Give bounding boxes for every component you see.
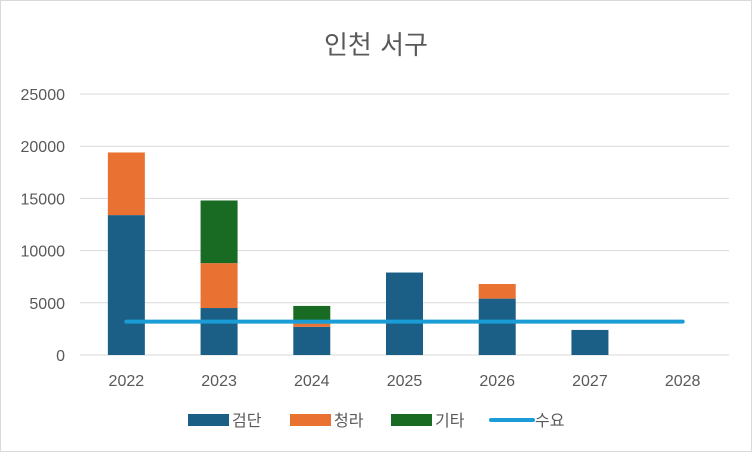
x-tick-label: 2022: [109, 373, 145, 390]
bar-청라-2022: [107, 152, 145, 216]
bar-기타-2023: [200, 200, 238, 264]
legend-label: 청라: [334, 411, 364, 430]
legend-label: 검단: [232, 411, 262, 430]
x-axis-ticks: 2022 2023 2024 2025 2026 2027 2028: [109, 373, 701, 390]
y-tick-label: 0: [56, 348, 65, 365]
y-axis-ticks: 0 5000 10000 15000 20000 25000: [21, 87, 66, 365]
bar-layer: [107, 152, 609, 355]
bar-검단-2022: [107, 215, 145, 355]
legend-label: 수요: [535, 411, 564, 430]
bar-검단-2027: [571, 329, 609, 355]
legend: 검단 청라 기타 수요: [188, 411, 564, 430]
legend-swatch-청라: [290, 414, 331, 426]
x-tick-label: 2023: [201, 373, 237, 390]
legend-label: 기타: [435, 411, 465, 430]
chart-title: 인천 서구: [324, 31, 428, 61]
bar-검단-2026: [478, 298, 516, 355]
bar-검단-2024: [293, 326, 331, 355]
y-tick-label: 5000: [29, 296, 65, 313]
y-tick-label: 15000: [21, 191, 66, 208]
legend-swatch-검단: [188, 414, 229, 426]
y-tick-label: 10000: [21, 244, 66, 261]
x-tick-label: 2024: [294, 373, 330, 390]
bar-검단-2023: [200, 308, 238, 355]
grid-layer: [80, 93, 729, 356]
x-tick-label: 2025: [387, 373, 423, 390]
bar-기타-2024: [293, 305, 331, 324]
y-tick-label: 25000: [21, 87, 66, 104]
bar-청라-2024: [293, 323, 331, 327]
bar-청라-2026: [478, 284, 516, 299]
y-tick-label: 20000: [21, 139, 66, 156]
legend-swatch-기타: [391, 414, 432, 426]
x-tick-label: 2026: [479, 373, 515, 390]
x-tick-label: 2027: [572, 373, 608, 390]
bar-검단-2025: [386, 272, 423, 355]
x-tick-label: 2028: [665, 373, 701, 390]
bar-청라-2023: [200, 263, 238, 309]
